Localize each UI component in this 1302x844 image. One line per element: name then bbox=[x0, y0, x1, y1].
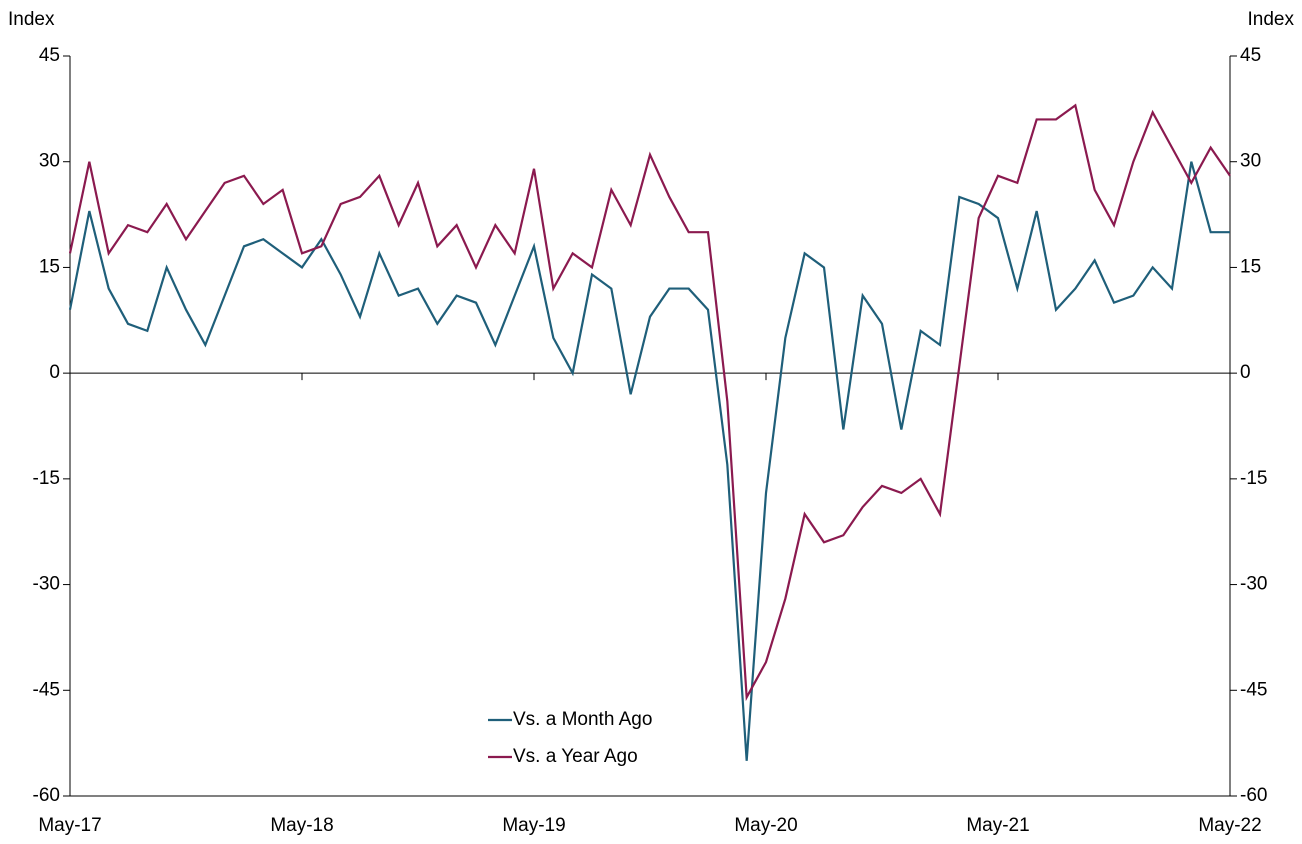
y-tick-label: 15 bbox=[39, 256, 60, 277]
x-tick-label: May-22 bbox=[1198, 815, 1261, 836]
y-tick-label: -15 bbox=[33, 468, 60, 489]
y2-tick-label: -60 bbox=[1240, 785, 1267, 806]
y-tick-label: -45 bbox=[33, 679, 60, 700]
y-tick-label: -60 bbox=[33, 785, 60, 806]
y2-tick-label: -15 bbox=[1240, 468, 1267, 489]
legend-label: Vs. a Month Ago bbox=[513, 709, 652, 730]
y-tick-label: 45 bbox=[39, 45, 60, 66]
y-tick-label: -30 bbox=[33, 574, 60, 595]
legend-label: Vs. a Year Ago bbox=[513, 746, 638, 767]
y-tick-label: 30 bbox=[39, 151, 60, 172]
x-tick-label: May-19 bbox=[502, 815, 565, 836]
y2-tick-label: 30 bbox=[1240, 151, 1261, 172]
y2-tick-label: 45 bbox=[1240, 45, 1261, 66]
x-tick-label: May-21 bbox=[966, 815, 1029, 836]
y2-tick-label: -45 bbox=[1240, 679, 1267, 700]
y2-tick-label: -30 bbox=[1240, 574, 1267, 595]
y2-tick-label: 15 bbox=[1240, 256, 1261, 277]
x-tick-label: May-20 bbox=[734, 815, 797, 836]
y2-axis-label: Index bbox=[1248, 9, 1295, 30]
series-line bbox=[68, 161, 1230, 761]
x-tick-label: May-17 bbox=[38, 815, 101, 836]
x-tick-label: May-18 bbox=[270, 815, 333, 836]
y-axis-label: Index bbox=[8, 9, 55, 30]
y-tick-label: 0 bbox=[49, 362, 60, 383]
y2-tick-label: 0 bbox=[1240, 362, 1251, 383]
series-line bbox=[68, 103, 1231, 702]
